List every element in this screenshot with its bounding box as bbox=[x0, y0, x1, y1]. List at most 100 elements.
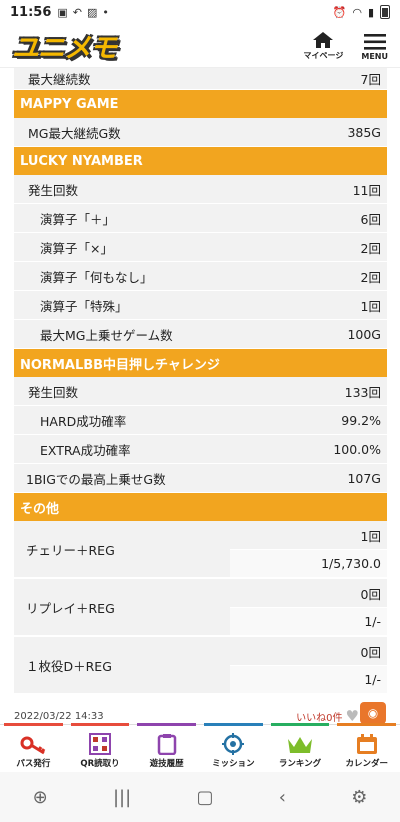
stat-row: 演算子「何もなし」 2回 bbox=[14, 262, 387, 291]
row-label: 演算子「×」 bbox=[40, 240, 113, 256]
tab-qr[interactable]: QR読取り bbox=[67, 723, 134, 772]
row-value: 6回 bbox=[360, 211, 381, 227]
post-date: 2022/03/22 14:33 bbox=[14, 710, 104, 722]
row-value: 100G bbox=[347, 326, 381, 342]
key-icon bbox=[20, 736, 46, 755]
clipboard-icon bbox=[157, 734, 176, 755]
tab-label: ミッション bbox=[212, 759, 255, 769]
signal-icon: ▮ bbox=[367, 5, 374, 19]
wifi-icon: ◠ bbox=[352, 5, 362, 19]
heart-icon: ♥ bbox=[345, 707, 359, 725]
section-header-mappy: MAPPY GAME bbox=[14, 90, 387, 118]
status-bar: 11:56 ▣ ↶ ▨ • ⏰ ◠ ▮ bbox=[0, 0, 400, 24]
accessibility-icon[interactable]: ⚙ bbox=[351, 786, 368, 808]
tab-pass[interactable]: パス発行 bbox=[0, 723, 67, 772]
combo-group: １枚役D＋REG 0回 1/- bbox=[14, 637, 387, 695]
row-value: 11回 bbox=[352, 182, 381, 198]
row-value: 100.0% bbox=[333, 441, 381, 457]
row-value: 1回 bbox=[360, 298, 381, 314]
stat-row: 発生回数 11回 bbox=[14, 175, 387, 204]
tab-mission[interactable]: ミッション bbox=[200, 723, 267, 772]
like-count: いいね0件 bbox=[296, 712, 343, 724]
battery-icon bbox=[380, 5, 390, 19]
combo-count: 0回 bbox=[230, 579, 387, 607]
menu-label: MENU bbox=[361, 51, 388, 61]
android-nav-bar: ⊕ ||| ▢ ‹ ⚙ bbox=[0, 772, 400, 822]
combo-probability: 1/- bbox=[230, 607, 387, 635]
row-label: 発生回数 bbox=[28, 384, 79, 400]
calendar-icon bbox=[356, 734, 377, 754]
stat-row: 最大MG上乗せゲーム数 100G bbox=[14, 320, 387, 349]
app-logo[interactable]: ユニメモ bbox=[12, 33, 117, 64]
mypage-label: マイページ bbox=[303, 50, 344, 60]
image-notification-icon: ▨ bbox=[87, 5, 98, 19]
tab-label: ランキング bbox=[278, 759, 322, 769]
section-header-normalbb: NORMALBB中目押しチャレンジ bbox=[14, 349, 387, 377]
combo-label: リプレイ＋REG bbox=[14, 579, 230, 635]
row-label: 1BIGでの最高上乗せG数 bbox=[26, 471, 166, 487]
row-label: 発生回数 bbox=[28, 182, 79, 198]
combo-count: 1回 bbox=[230, 521, 387, 549]
stat-row: EXTRA成功確率 100.0% bbox=[14, 435, 387, 464]
row-label: 最大MG上乗せゲーム数 bbox=[40, 327, 173, 343]
photo-icon: ▣ bbox=[57, 5, 68, 19]
like-button[interactable]: いいね0件 ♥ bbox=[296, 707, 359, 725]
row-label: 最大継続数 bbox=[28, 72, 91, 87]
stats-content: 最大継続数 7回 MAPPY GAME MG最大継続G数 385G LUCKY … bbox=[14, 68, 387, 710]
target-icon bbox=[222, 733, 245, 755]
camera-icon[interactable]: ◉ bbox=[360, 702, 386, 724]
stat-row: 演算子「特殊」 1回 bbox=[14, 291, 387, 320]
combo-count: 0回 bbox=[230, 637, 387, 665]
row-value: 99.2% bbox=[341, 412, 381, 428]
back-arrow-notification-icon: ↶ bbox=[72, 5, 83, 19]
row-value: 7回 bbox=[360, 72, 381, 87]
recents-icon[interactable]: ||| bbox=[112, 786, 132, 808]
bottom-nav: パス発行 QR読取り 遊技履歴 ミッション ランキング カレンダー bbox=[0, 723, 400, 772]
combo-label: １枚役D＋REG bbox=[14, 637, 230, 693]
stat-row: 1BIGでの最高上乗せG数 107G bbox=[14, 464, 387, 493]
stat-row: HARD成功確率 99.2% bbox=[14, 406, 387, 435]
stat-row: 演算子「×」 2回 bbox=[14, 233, 387, 262]
row-label: 演算子「何もなし」 bbox=[40, 269, 153, 285]
combo-group: リプレイ＋REG 0回 1/- bbox=[14, 579, 387, 637]
row-value: 133回 bbox=[344, 384, 381, 400]
tab-history[interactable]: 遊技履歴 bbox=[133, 723, 200, 772]
row-value: 385G bbox=[347, 124, 381, 140]
combo-group: チェリー＋REG 1回 1/5,730.0 bbox=[14, 521, 387, 579]
tab-label: QR読取り bbox=[80, 759, 120, 769]
tab-label: パス発行 bbox=[16, 759, 51, 769]
row-value: 2回 bbox=[360, 269, 381, 285]
alarm-icon: ⏰ bbox=[332, 5, 347, 19]
home-icon bbox=[313, 31, 334, 48]
hamburger-icon bbox=[363, 33, 386, 50]
qr-code-icon bbox=[89, 733, 111, 755]
row-label: MG最大継続G数 bbox=[28, 125, 121, 141]
section-header-lucky: LUCKY NYAMBER bbox=[14, 147, 387, 175]
mypage-button[interactable]: マイページ bbox=[303, 31, 344, 61]
tab-label: カレンダー bbox=[345, 759, 388, 769]
combo-probability: 1/- bbox=[230, 665, 387, 693]
tab-ranking[interactable]: ランキング bbox=[267, 723, 334, 772]
max-continuation-row: 最大継続数 7回 bbox=[14, 68, 387, 90]
tab-calendar[interactable]: カレンダー bbox=[333, 723, 400, 772]
dot-icon: • bbox=[102, 5, 109, 19]
crown-icon bbox=[288, 737, 313, 753]
app-header: ユニメモ マイページ MENU bbox=[0, 24, 400, 68]
gamepad-icon[interactable]: ⊕ bbox=[32, 786, 48, 808]
stat-row: MG最大継続G数 385G bbox=[14, 118, 387, 147]
combo-probability: 1/5,730.0 bbox=[230, 549, 387, 577]
status-time: 11:56 bbox=[10, 4, 52, 20]
tab-label: 遊技履歴 bbox=[149, 759, 184, 769]
post-meta: 2022/03/22 14:33 いいね0件 ♥ bbox=[14, 707, 387, 725]
row-value: 107G bbox=[347, 470, 381, 486]
row-value: 2回 bbox=[360, 240, 381, 256]
stat-row: 演算子「＋」 6回 bbox=[14, 204, 387, 233]
row-label: HARD成功確率 bbox=[40, 413, 127, 429]
row-label: 演算子「＋」 bbox=[40, 211, 116, 227]
combo-label: チェリー＋REG bbox=[14, 521, 230, 577]
menu-button[interactable]: MENU bbox=[361, 33, 388, 61]
back-icon[interactable]: ‹ bbox=[278, 786, 286, 808]
home-button-icon[interactable]: ▢ bbox=[196, 786, 214, 808]
stat-row: 発生回数 133回 bbox=[14, 377, 387, 406]
row-label: 演算子「特殊」 bbox=[40, 298, 128, 314]
